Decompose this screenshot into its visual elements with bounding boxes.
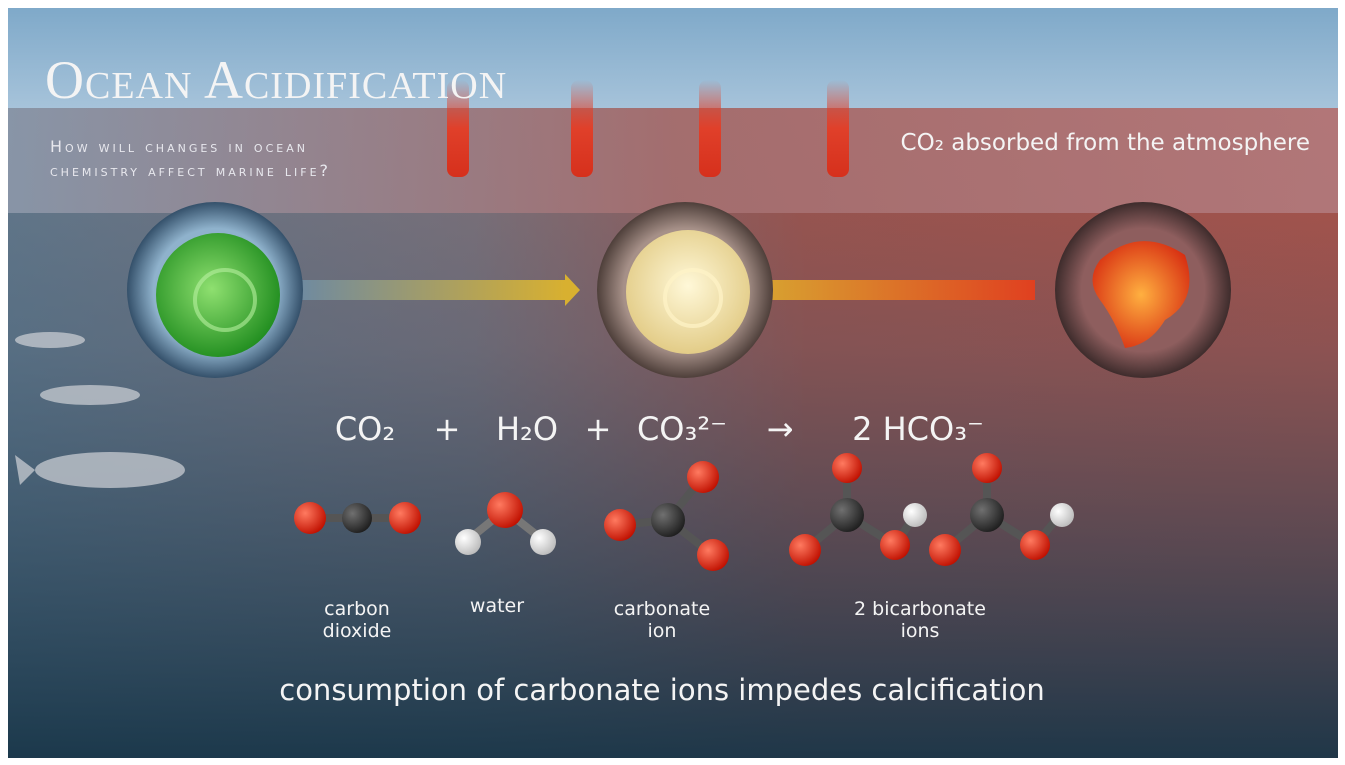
molecule-label: ion: [648, 620, 677, 642]
molecule-co2: [294, 502, 421, 534]
equation-operator: +: [585, 410, 612, 448]
equation-arrow: →: [767, 410, 794, 448]
shell: [626, 230, 750, 354]
equation-operator: +: [434, 410, 461, 448]
equation-term: CO₃²⁻: [637, 410, 727, 448]
molecule-label: carbon: [324, 598, 390, 620]
shell: [156, 233, 280, 357]
title: Ocean Acidification: [45, 50, 507, 110]
subtitle: chemistry affect marine life?: [50, 161, 331, 180]
molecule-label: 2 bicarbonate: [854, 598, 986, 620]
molecule-label: carbonate: [614, 598, 710, 620]
equation-term: H₂O: [496, 410, 558, 448]
molecule-label: dioxide: [323, 620, 392, 642]
co2-note: CO₂ absorbed from the atmosphere: [901, 130, 1310, 156]
molecule-label: ions: [901, 620, 940, 642]
arrow: [300, 280, 565, 300]
subtitle: How will changes in ocean: [50, 137, 308, 156]
infographic: Ocean Acidification How will changes in …: [0, 0, 1345, 765]
footer: consumption of carbonate ions impedes ca…: [279, 673, 1044, 707]
molecule-label: water: [470, 595, 524, 617]
equation-term: CO₂: [335, 410, 395, 448]
equation-term: 2 HCO₃⁻: [852, 410, 984, 448]
arrow: [770, 280, 1035, 300]
